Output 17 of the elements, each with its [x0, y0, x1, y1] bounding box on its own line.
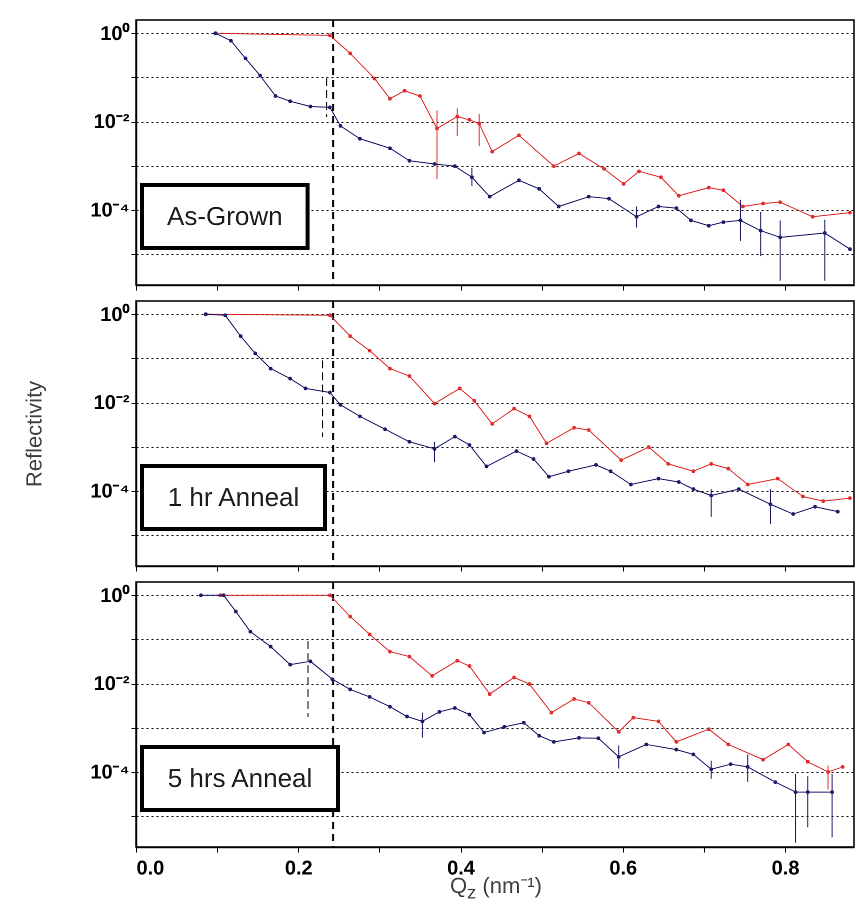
y-tick-label: 10⁰ — [100, 22, 130, 45]
y-axis-title: Reflectivity — [22, 380, 46, 488]
x-tick-label: 0.0 — [136, 858, 164, 880]
y-tick-label: 10⁻² — [94, 673, 130, 696]
y-tick-label: 10⁻² — [94, 392, 130, 414]
x-tick-label: 0.8 — [772, 858, 800, 880]
annotation: As-Grown — [167, 201, 283, 231]
y-tick-label: 10⁻⁴ — [90, 199, 130, 222]
y-tick-label: 10⁰ — [100, 302, 130, 326]
annotation: 1 hr Anneal — [168, 482, 300, 512]
x-tick-label: 0.2 — [284, 858, 313, 880]
y-tick-label: 10⁻⁴ — [90, 480, 130, 502]
x-tick-label: 0.6 — [609, 858, 638, 880]
y-tick-label: 10⁰ — [100, 584, 130, 607]
annotation: 5 hrs Anneal — [168, 763, 312, 793]
y-tick-label: 10⁻⁴ — [90, 761, 130, 784]
y-tick-label: 10⁻² — [94, 111, 130, 134]
